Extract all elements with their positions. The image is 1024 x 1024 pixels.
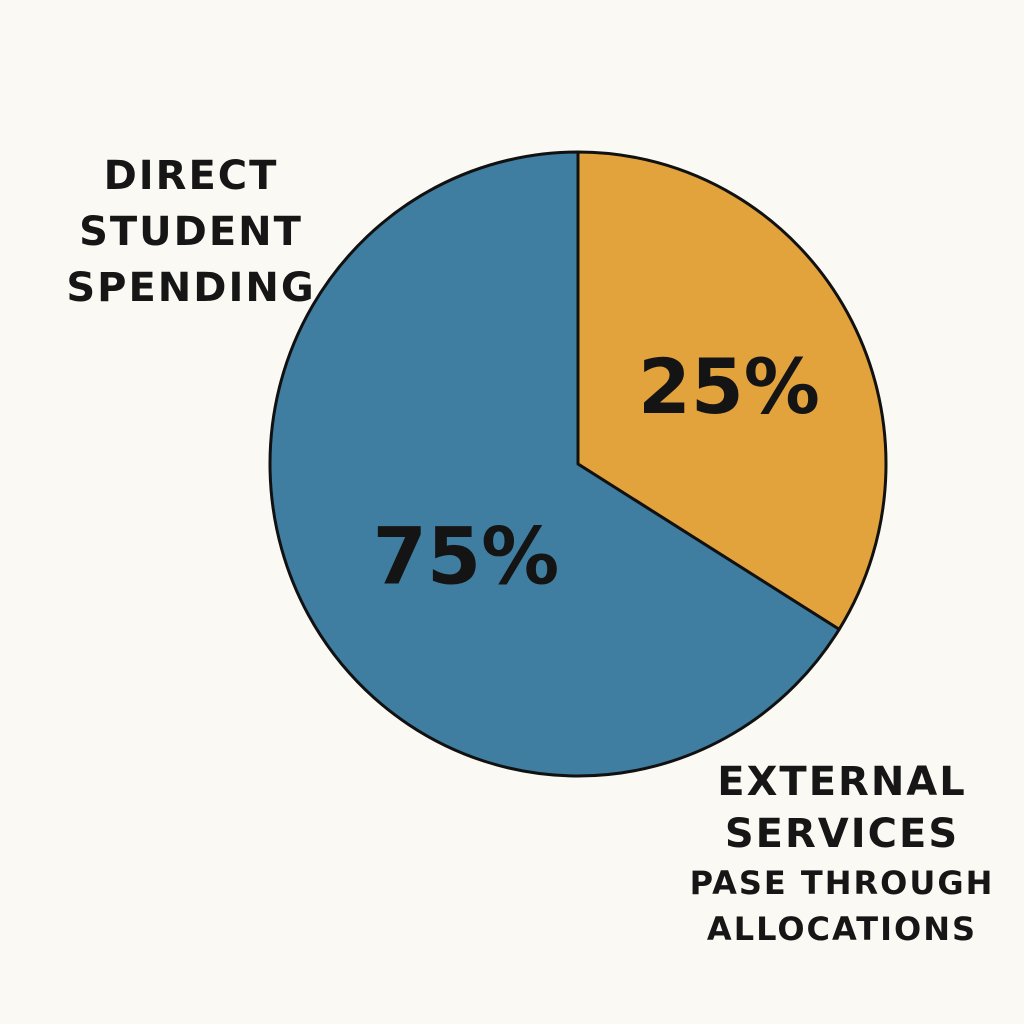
annotation-line: SERVICES xyxy=(724,811,960,857)
annotation-line: PASE THROUGH xyxy=(689,864,995,902)
annotation-line: ALLOCATIONS xyxy=(706,910,978,948)
annotation-line: SPENDING xyxy=(66,265,316,311)
pie-slice-75-percent xyxy=(268,150,841,778)
annotation-line: EXTERNAL xyxy=(717,759,967,805)
annotation-line: STUDENT xyxy=(79,209,303,255)
annotation-direct-student-spending: DIRECT STUDENT SPENDING xyxy=(56,148,326,316)
annotation-line: DIRECT xyxy=(103,153,279,199)
pie-slice-value-label: 75% xyxy=(373,512,560,602)
annotation-external-services: EXTERNAL SERVICES PASE THROUGH ALLOCATIO… xyxy=(680,756,1004,952)
pie-slice-value-label: 25% xyxy=(638,342,820,431)
pie-slice-25-percent xyxy=(576,150,888,631)
